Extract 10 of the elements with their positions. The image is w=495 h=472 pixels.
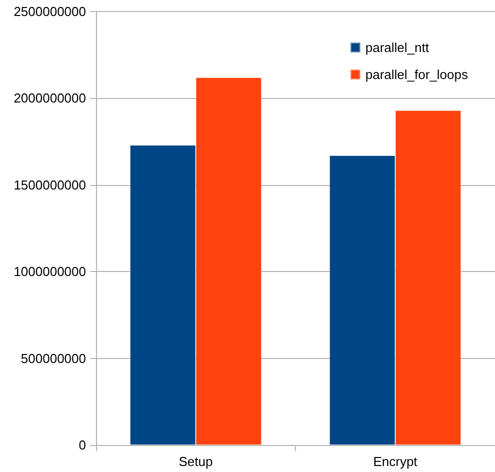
- y-tick-label: 2000000000: [14, 90, 86, 106]
- y-tick-label: 500000000: [20, 350, 86, 366]
- x-tick-label: Encrypt: [373, 454, 418, 469]
- x-tick-label: Setup: [178, 454, 213, 469]
- y-tick-label: 1500000000: [14, 177, 86, 192]
- legend-label: parallel_for_loops: [365, 67, 468, 82]
- y-tick-label: 0: [78, 438, 86, 452]
- legend-label: parallel_ntt: [365, 40, 430, 55]
- y-tick-label: 2500000000: [14, 4, 86, 19]
- y-tick-label: 1000000000: [14, 264, 86, 280]
